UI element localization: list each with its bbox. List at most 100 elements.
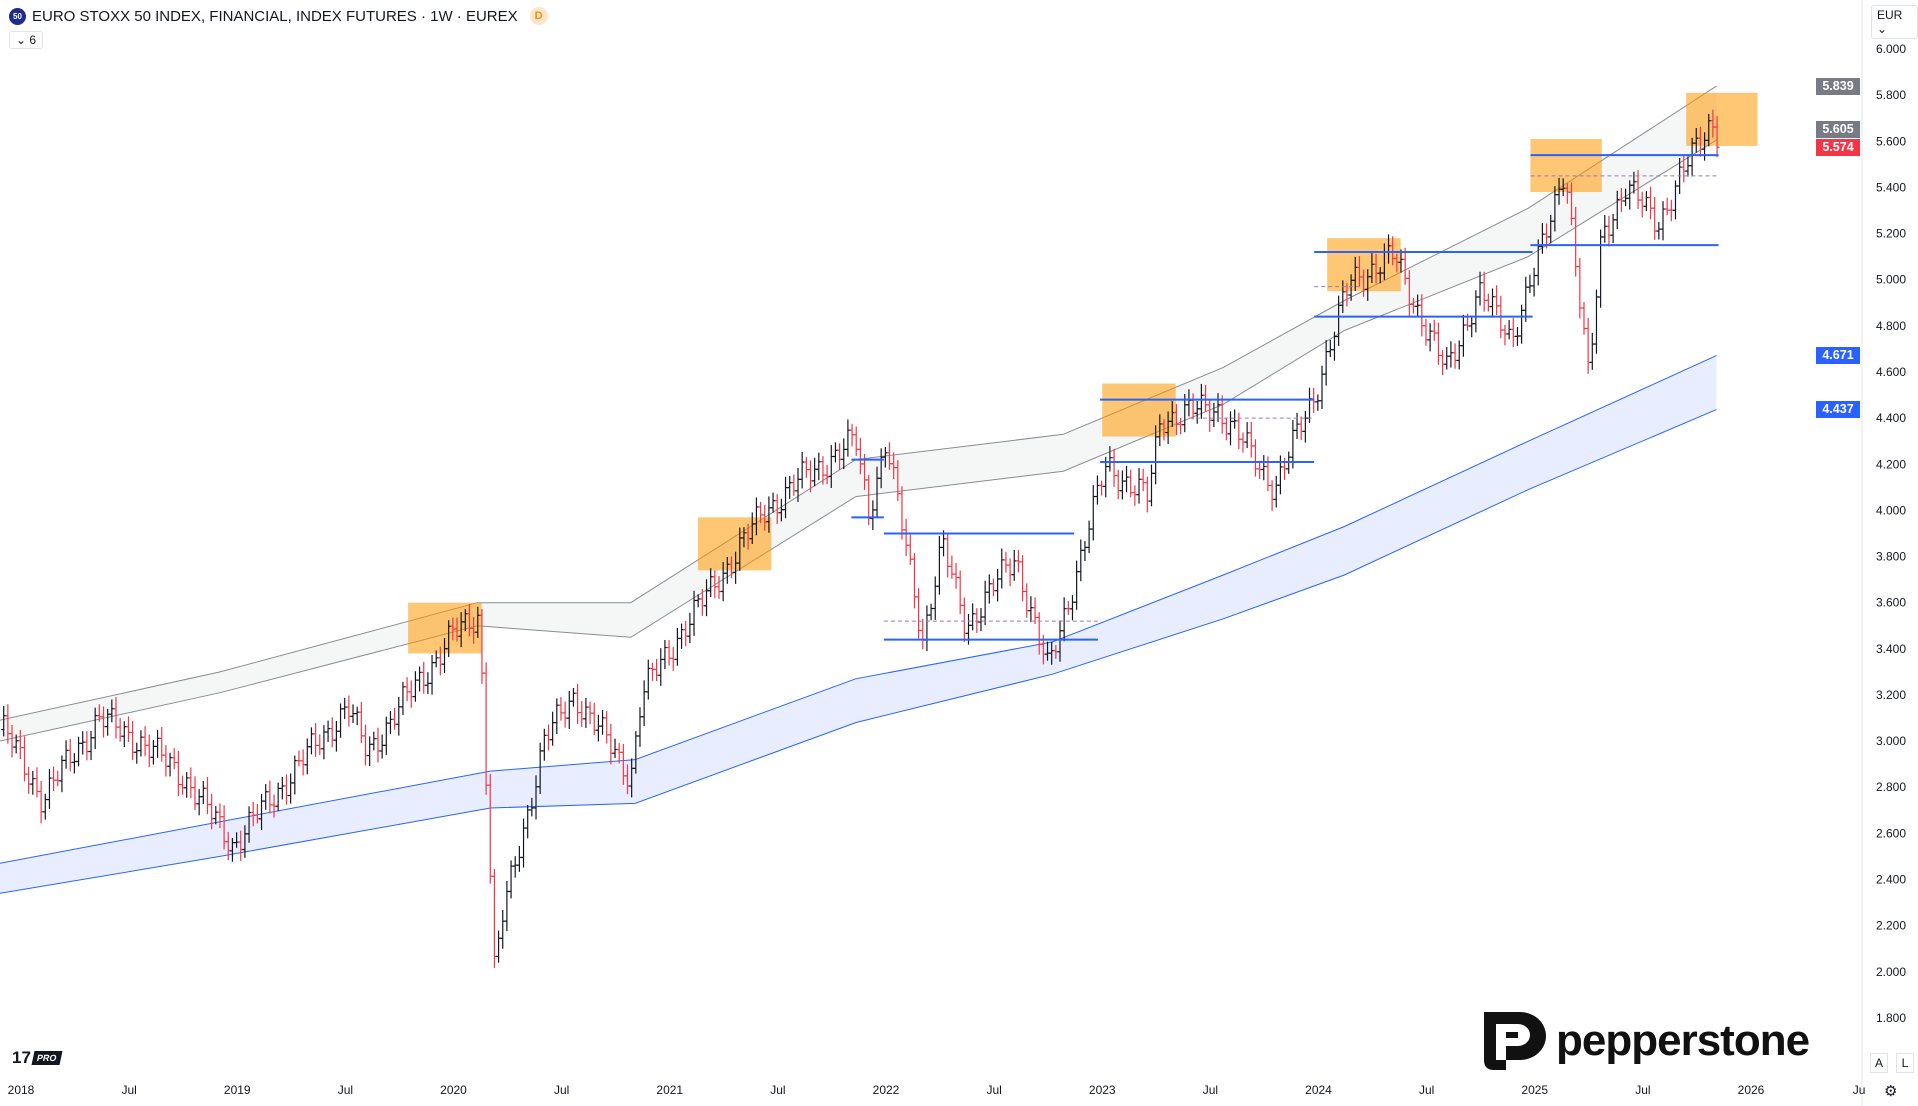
ohlc-bar [558,697,564,721]
ohlc-bar [1448,341,1454,368]
ohlc-bar [396,696,402,736]
ohlc-bar [791,474,797,496]
ohlc-bar [1452,343,1458,369]
ohlc-bar [371,731,377,751]
indicators-toggle-button[interactable]: ⌄ 6 [9,31,44,49]
y-tick-label: 3.000 [1876,734,1906,748]
y-tick-label: 2.400 [1876,873,1906,887]
ohlc-bar [1460,314,1466,357]
ohlc-bar [379,734,385,759]
ohlc-bar [1302,411,1308,443]
ohlc-bar [1144,476,1150,513]
delayed-data-badge[interactable]: D [529,7,548,25]
x-tick-label: Jul [770,1083,785,1097]
ohlc-bar [832,442,838,463]
ohlc-bar [429,655,435,695]
ohlc-bar [88,730,94,761]
ohlc-bar [1660,201,1666,241]
ohlc-bar [42,793,48,820]
currency-select[interactable]: EUR ⌄ [1871,5,1918,39]
log-scale-button[interactable]: L [1896,1053,1914,1073]
ohlc-bar [1714,116,1720,158]
tradingview-pro-logo[interactable]: 17 PRO [12,1048,62,1068]
grey-channel-lower-line [0,139,1717,742]
ohlc-bar [990,578,996,597]
ohlc-bar [903,518,909,556]
ohlc-bar [608,723,614,765]
ohlc-bar [899,486,905,540]
ohlc-bar [1020,555,1026,602]
ohlc-bar [550,711,556,746]
ohlc-bar [500,909,506,949]
x-tick-label: Jul [1419,1083,1434,1097]
y-tick-label: 2.600 [1876,826,1906,840]
ohlc-bar [26,766,32,794]
ohlc-bar [196,789,202,816]
ohlc-bar [184,772,190,798]
ohlc-bar [645,659,651,700]
x-tick-label: 2019 [224,1083,251,1097]
x-tick-label: Ju [1853,1083,1866,1097]
ohlc-bar [770,492,776,513]
ohlc-bar [545,724,551,751]
highlight-box [1102,383,1176,437]
blue-channel-fill [0,355,1717,894]
ohlc-bar [1327,339,1333,357]
ohlc-bar [150,739,156,765]
ohlc-bar [1061,597,1067,642]
ohlc-bar [167,752,173,777]
ohlc-bar [799,451,805,489]
indicators-count: 6 [29,33,37,47]
ohlc-bar [1007,558,1013,587]
ohlc-bar [317,734,323,755]
ohlc-bar [180,775,186,795]
ohlc-bar [375,727,381,763]
ohlc-bar [1685,156,1691,177]
highlight-box [1686,92,1758,146]
y-tick-label: 5.400 [1876,180,1906,194]
ohlc-bar [961,597,967,642]
ohlc-bar [637,707,643,747]
ohlc-bar [155,730,161,758]
ohlc-bar [1602,215,1608,243]
ohlc-bar [978,607,984,632]
ohlc-bar [1015,549,1021,573]
ohlc-bar [321,725,327,760]
ohlc-bar [579,701,585,727]
y-tick-label: 4.200 [1876,457,1906,471]
ohlc-bar [1244,421,1250,449]
ohlc-bar [1435,322,1441,365]
ohlc-bar [1111,448,1117,487]
ohlc-bar [1103,456,1109,498]
ohlc-bar [1065,600,1071,615]
ohlc-bar [1577,257,1583,319]
ohlc-bar [329,717,335,748]
blue-channel-upper-line [0,355,1717,864]
ohlc-bar [267,780,273,814]
ohlc-bar [600,710,606,735]
ohlc-bar [1481,271,1487,312]
symbol-title[interactable]: EURO STOXX 50 INDEX, FINANCIAL, INDEX FU… [32,7,518,25]
ohlc-bar [63,740,69,769]
symbol-logo: 50 [9,7,26,25]
ohlc-bar [812,457,818,487]
ohlc-bar [1094,475,1100,505]
ohlc-bar [288,773,294,804]
ohlc-bar [38,781,44,824]
ohlc-bar [1485,293,1491,312]
ohlc-bar [417,666,423,692]
auto-scale-button[interactable]: A [1870,1053,1888,1073]
price-tag: 5.839 [1816,77,1860,95]
ohlc-bar [200,780,206,805]
ohlc-bar [554,698,560,735]
ohlc-bar [1527,274,1533,294]
y-tick-label: 4.800 [1876,319,1906,333]
ohlc-bar [192,776,198,811]
ohlc-bar [1078,539,1084,582]
blue-channel-lower-line [0,409,1717,894]
ohlc-bar [658,648,664,686]
ohlc-bar [841,438,847,470]
ohlc-bar [512,856,518,878]
settings-gear-icon[interactable]: ⚙ [1884,1083,1898,1100]
